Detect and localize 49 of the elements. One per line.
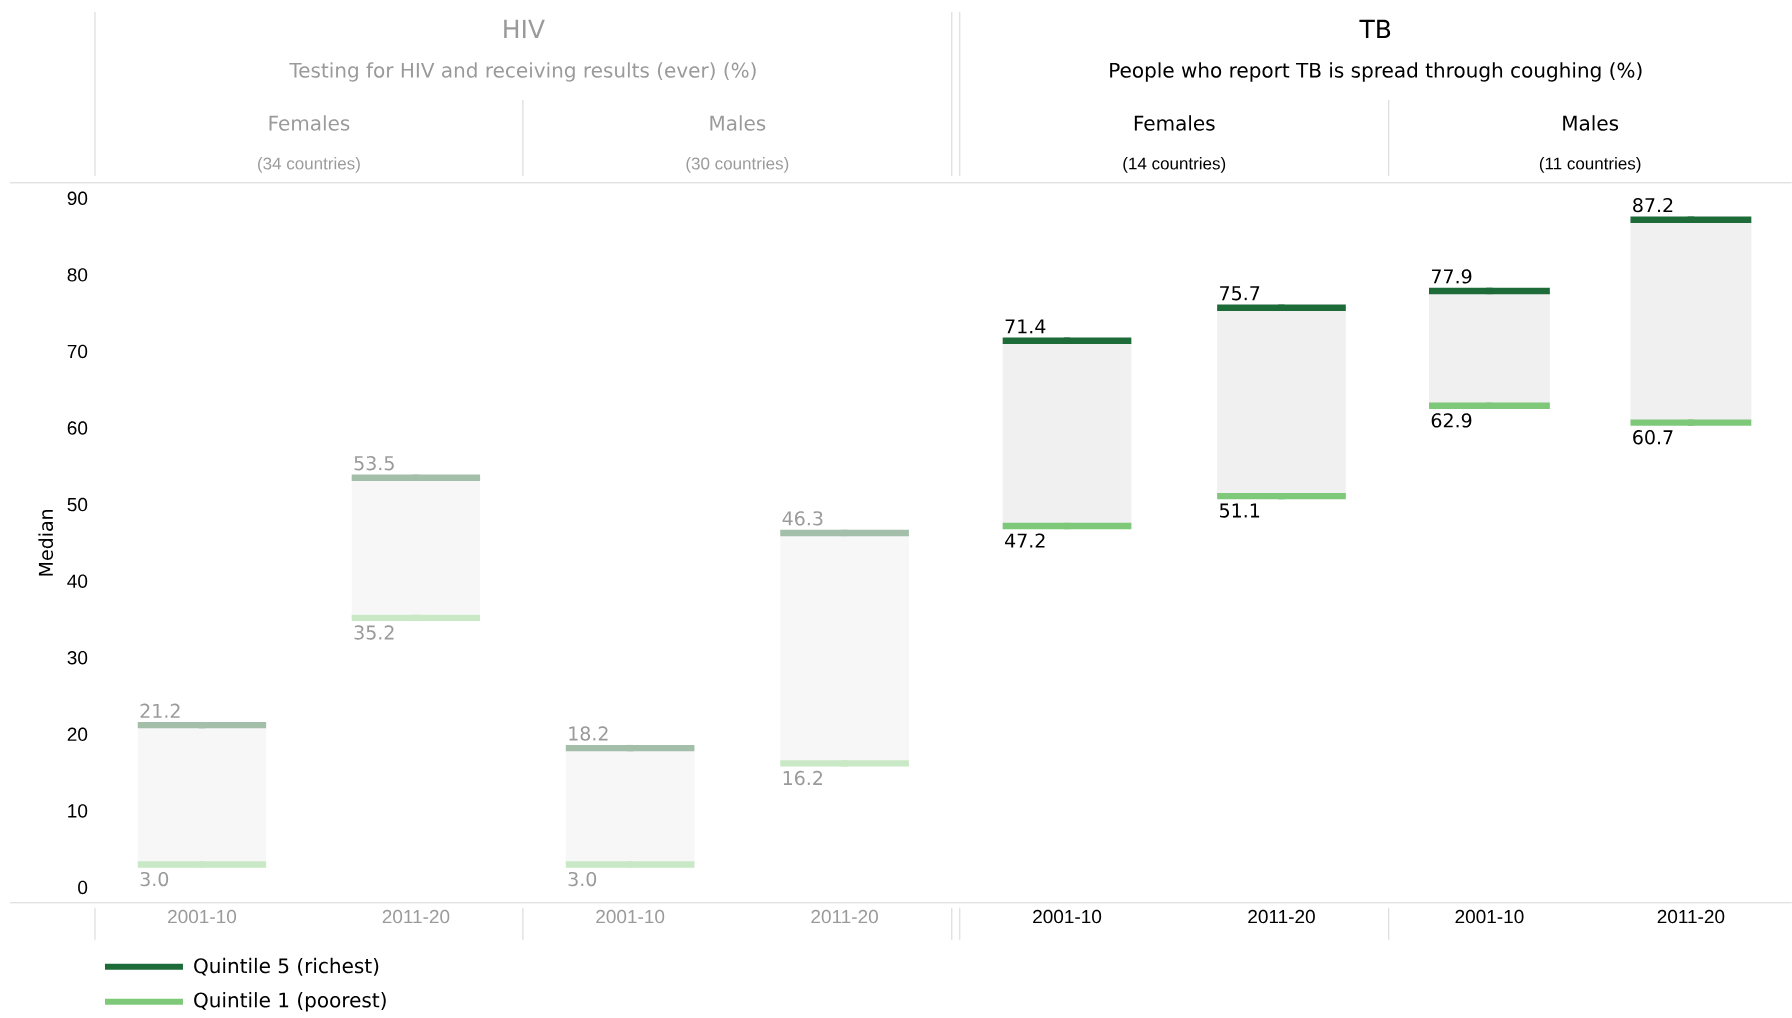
y-tick-label: 70 (67, 344, 88, 359)
x-tick-label: 2011-20 (1657, 909, 1725, 924)
y-tick-label: 60 (67, 421, 88, 435)
y-axis-title: Median (38, 509, 54, 576)
chart-title: Females (269, 115, 350, 131)
text: People who report TB is spread through coughing (%) (1110, 62, 1642, 82)
chart-subtitle: (30 countries) (686, 156, 789, 173)
data-label: 3.0 (568, 871, 597, 887)
data-label: 71.4 (1005, 319, 1046, 334)
text: HIV (504, 19, 545, 39)
legend-label: Quintile 5 (richest) (194, 957, 379, 976)
x-tick-label: 2001-10 (168, 909, 237, 924)
y-tick-label: 80 (67, 268, 88, 282)
data-label: 46.3 (782, 511, 823, 526)
y-tick-label: 50 (67, 497, 88, 512)
y-tick-label: 0 (78, 880, 88, 895)
data-label: 21.2 (140, 703, 180, 718)
data-label: 53.5 (354, 455, 394, 471)
chart-title: Females (1134, 115, 1215, 131)
chart-subtitle: (14 countries) (1123, 156, 1226, 173)
data-label: 16.2 (783, 770, 823, 786)
y-tick-label: 10 (68, 804, 88, 818)
chart-title: Males (710, 115, 766, 131)
x-tick-label: 2011-20 (811, 909, 878, 924)
legend-label: Quintile 1 (poorest) (194, 992, 386, 1012)
text: TB (1359, 19, 1391, 39)
x-tick-label: 2011-20 (382, 909, 450, 924)
y-tick-label: 20 (67, 727, 88, 741)
data-label: 51.1 (1220, 503, 1260, 518)
x-tick-label: 2011-20 (1248, 909, 1315, 924)
x-tick-label: 2001-10 (1455, 909, 1524, 924)
data-label: 18.2 (569, 726, 608, 741)
data-label: 35.2 (354, 625, 394, 640)
y-tick-label: 30 (67, 650, 88, 665)
data-label: 77.9 (1431, 269, 1472, 284)
y-tick-label: 90 (67, 191, 88, 205)
y-tick-label: 40 (67, 574, 88, 588)
data-label: 75.7 (1220, 286, 1260, 301)
chart-title: Males (1563, 115, 1619, 131)
data-label: 47.2 (1005, 533, 1045, 548)
x-tick-label: 2001-10 (1033, 909, 1102, 924)
data-label: 3.0 (140, 871, 169, 887)
data-label: 62.9 (1431, 413, 1472, 428)
x-tick-label: 2001-10 (596, 909, 665, 924)
chart-subtitle: (11 countries) (1539, 156, 1641, 173)
chart-subtitle: (34 countries) (258, 156, 360, 173)
data-label: 87.2 (1633, 197, 1673, 213)
text: Testing for HIV and receiving results (ever) (%) (289, 62, 756, 82)
data-label: 60.7 (1633, 430, 1673, 445)
